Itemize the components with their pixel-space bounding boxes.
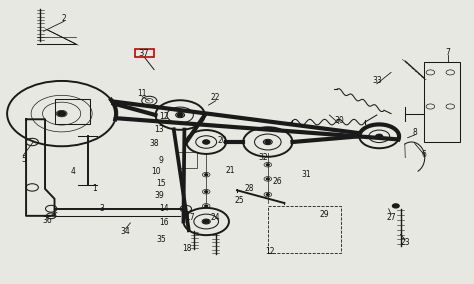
- Circle shape: [177, 113, 183, 117]
- Circle shape: [56, 110, 67, 117]
- Text: 27: 27: [386, 213, 396, 222]
- Text: 12: 12: [159, 112, 168, 121]
- Text: 6: 6: [422, 150, 427, 159]
- Text: 25: 25: [235, 196, 244, 205]
- Text: 37: 37: [139, 49, 149, 58]
- Bar: [55, 99, 90, 124]
- Circle shape: [205, 191, 208, 193]
- Text: 10: 10: [152, 167, 161, 176]
- Text: 12: 12: [265, 247, 275, 256]
- Text: 1: 1: [92, 184, 97, 193]
- Circle shape: [266, 194, 269, 195]
- Text: 23: 23: [401, 238, 410, 247]
- Text: 8: 8: [412, 128, 417, 137]
- Circle shape: [203, 220, 209, 223]
- Text: 22: 22: [211, 93, 220, 103]
- Text: 21: 21: [225, 166, 235, 175]
- Bar: [178, 152, 197, 168]
- Text: 17: 17: [185, 213, 194, 222]
- Text: 33: 33: [372, 76, 382, 85]
- Text: 9: 9: [159, 156, 164, 165]
- Text: 32: 32: [258, 153, 268, 162]
- Circle shape: [58, 111, 65, 116]
- Circle shape: [266, 164, 269, 166]
- Text: 18: 18: [182, 244, 192, 253]
- Circle shape: [205, 205, 208, 207]
- Bar: [424, 62, 460, 142]
- Text: 14: 14: [159, 204, 168, 213]
- Text: 16: 16: [159, 218, 168, 227]
- Text: 24: 24: [211, 213, 220, 222]
- Circle shape: [266, 178, 269, 180]
- Text: 7: 7: [446, 48, 450, 57]
- Text: 39: 39: [154, 191, 164, 201]
- Text: 31: 31: [301, 170, 310, 179]
- Bar: [268, 206, 341, 253]
- Circle shape: [203, 140, 209, 144]
- Circle shape: [376, 135, 382, 138]
- Text: 2: 2: [62, 14, 66, 23]
- Circle shape: [205, 174, 208, 176]
- Circle shape: [392, 204, 399, 208]
- Text: 35: 35: [156, 235, 166, 245]
- Text: 30: 30: [334, 116, 344, 125]
- Text: 20: 20: [218, 136, 228, 145]
- Text: 34: 34: [121, 227, 130, 236]
- Text: 38: 38: [149, 139, 159, 148]
- Text: 3: 3: [100, 204, 104, 213]
- Text: 13: 13: [154, 125, 164, 134]
- Text: 11: 11: [137, 89, 147, 98]
- Text: 28: 28: [244, 184, 254, 193]
- Text: 15: 15: [156, 179, 166, 188]
- Text: 5: 5: [21, 154, 26, 164]
- Text: 36: 36: [43, 216, 52, 225]
- Text: 29: 29: [320, 210, 329, 219]
- Text: 26: 26: [273, 177, 282, 186]
- Circle shape: [265, 140, 271, 144]
- Text: 4: 4: [71, 167, 76, 176]
